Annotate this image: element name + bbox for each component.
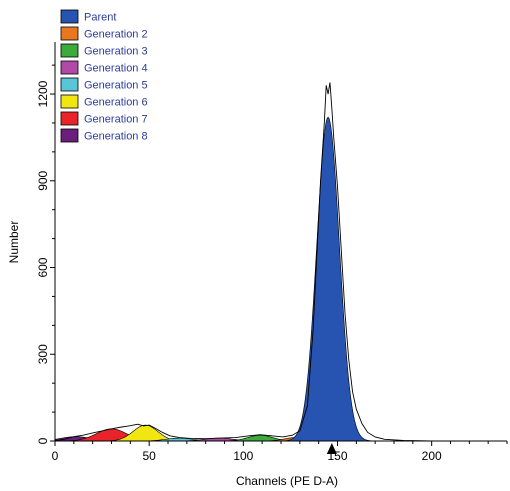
y-tick-label: 300 (36, 344, 50, 364)
legend-label: Parent (84, 12, 116, 24)
legend-label: Generation 4 (84, 63, 148, 75)
peak-marker (326, 443, 337, 454)
x-tick-label: 50 (142, 449, 156, 463)
x-tick-label: 200 (422, 449, 442, 463)
y-tick-label: 600 (36, 257, 50, 277)
legend-swatch (60, 60, 79, 75)
x-axis-title: Channels (PE D-A) (236, 474, 338, 488)
raw-histogram-outline (54, 82, 432, 442)
y-tick-label: 1200 (36, 80, 50, 107)
legend-swatch (60, 128, 79, 143)
raw-outline-line (54, 82, 432, 442)
legend-label: Generation 6 (84, 97, 148, 109)
legend-label: Generation 2 (84, 29, 148, 41)
generation-areas (54, 116, 374, 442)
legend-label: Generation 7 (84, 114, 148, 126)
peak-marker-triangle (326, 443, 337, 454)
area-parent (282, 116, 374, 442)
y-axis-title: Number (7, 221, 21, 264)
legend-swatch (60, 9, 79, 24)
legend: Parent Generation 2 Generation 3 Generation… (60, 9, 148, 143)
legend-swatch (60, 94, 79, 109)
x-tick-label: 0 (52, 449, 59, 463)
legend-label: Generation 3 (84, 46, 148, 58)
axes (54, 42, 507, 442)
legend-swatch (60, 111, 79, 126)
y-tick-label: 900 (36, 170, 50, 190)
legend-label: Generation 5 (84, 80, 148, 92)
x-tick-label: 100 (233, 449, 253, 463)
legend-swatch (60, 26, 79, 41)
legend-swatch (60, 77, 79, 92)
legend-swatch (60, 43, 79, 58)
y-tick-label: 0 (36, 437, 50, 444)
legend-label: Generation 8 (84, 131, 148, 143)
